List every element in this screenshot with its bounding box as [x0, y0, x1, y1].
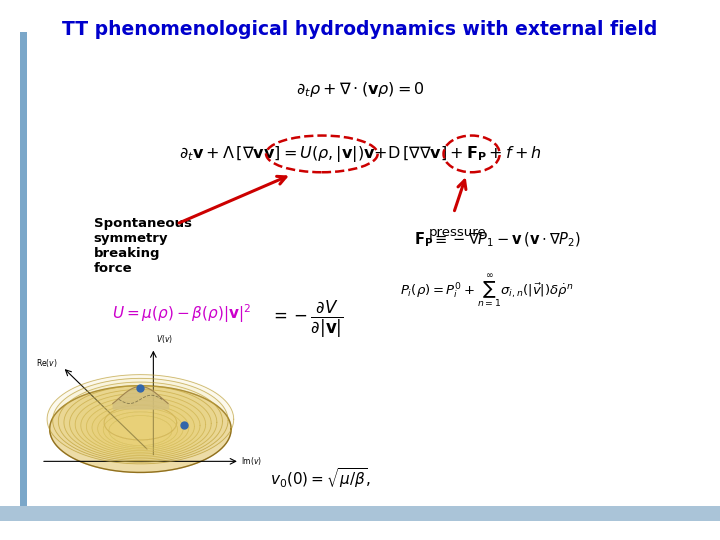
Polygon shape: [70, 389, 211, 457]
Polygon shape: [98, 408, 183, 449]
Polygon shape: [64, 386, 217, 459]
Polygon shape: [92, 404, 189, 451]
Polygon shape: [109, 416, 172, 446]
Text: $\mathbf{F_P} \equiv -\nabla P_1 - \mathbf{v}\,(\mathbf{v} \cdot \nabla P_2)$: $\mathbf{F_P} \equiv -\nabla P_1 - \math…: [414, 231, 581, 249]
Polygon shape: [53, 379, 228, 462]
Polygon shape: [58, 382, 222, 461]
Bar: [0, 506, 720, 521]
Text: pressure: pressure: [428, 226, 486, 239]
Text: Spontaneous
symmetry
breaking
force: Spontaneous symmetry breaking force: [94, 217, 192, 275]
Polygon shape: [103, 412, 178, 447]
Polygon shape: [81, 397, 200, 454]
Text: $U = \mu(\rho)-\beta(\rho)|\mathbf{v}|^2$: $U = \mu(\rho)-\beta(\rho)|\mathbf{v}|^2…: [112, 302, 251, 325]
Polygon shape: [75, 393, 206, 456]
Text: $\mathrm{Im}(v)$: $\mathrm{Im}(v)$: [240, 455, 262, 467]
Text: $\partial_t\rho + \nabla \cdot (\mathbf{v}\rho) = 0$: $\partial_t\rho + \nabla \cdot (\mathbf{…: [296, 79, 424, 99]
Polygon shape: [47, 375, 234, 464]
Text: $\mathrm{Re}(v)$: $\mathrm{Re}(v)$: [37, 357, 58, 369]
Polygon shape: [50, 386, 231, 472]
Text: $V(v)$: $V(v)$: [156, 333, 173, 345]
Text: $= -\dfrac{\partial V}{\partial|\mathbf{v}|}$: $= -\dfrac{\partial V}{\partial|\mathbf{…: [270, 299, 343, 340]
Text: TT phenomenological hydrodynamics with external field: TT phenomenological hydrodynamics with e…: [63, 20, 657, 39]
Polygon shape: [86, 401, 194, 453]
Bar: [20, 32, 27, 510]
Text: $\partial_t\mathbf{v}+\Lambda\,[\nabla\mathbf{v}\mathbf{v}]=$$U(\rho,|\mathbf{v}: $\partial_t\mathbf{v}+\Lambda\,[\nabla\m…: [179, 144, 541, 164]
Text: $v_0(0) = \sqrt{\mu/\beta},$: $v_0(0) = \sqrt{\mu/\beta},$: [270, 466, 371, 490]
Text: $P_i(\rho) = P_i^0 + \sum_{n=1}^{\infty}\sigma_{i,n}(|\vec{v}|)\delta\dot{\rho}^: $P_i(\rho) = P_i^0 + \sum_{n=1}^{\infty}…: [400, 273, 573, 310]
